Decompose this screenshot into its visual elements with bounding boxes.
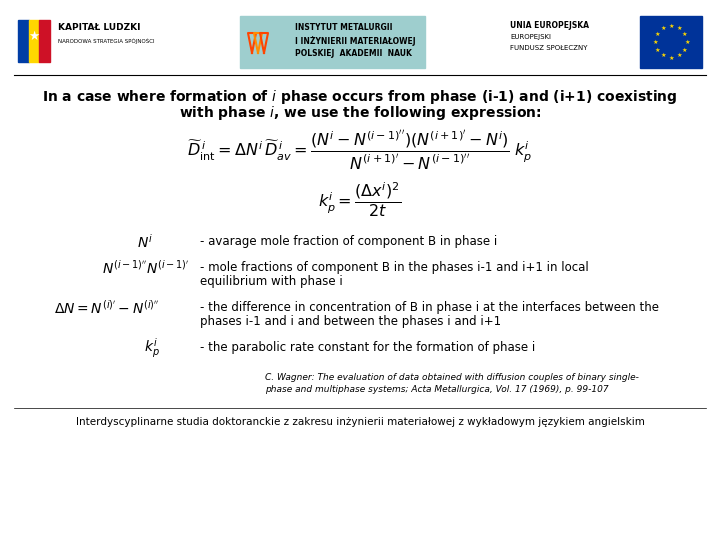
Text: - mole fractions of component B in the phases i-1 and i+1 in local: - mole fractions of component B in the p… <box>200 261 589 274</box>
Text: ★: ★ <box>652 39 658 44</box>
Text: - the parabolic rate constant for the formation of phase i: - the parabolic rate constant for the fo… <box>200 341 535 354</box>
Text: I INŻYNIERII MATERIAŁOWEJ: I INŻYNIERII MATERIAŁOWEJ <box>295 36 415 46</box>
Text: ★: ★ <box>654 48 660 52</box>
Text: NARODOWA STRATEGIA SPÓJNOŚCI: NARODOWA STRATEGIA SPÓJNOŚCI <box>58 38 155 44</box>
Text: phase and multiphase systems; Acta Metallurgica, Vol. 17 (1969), p. 99-107: phase and multiphase systems; Acta Metal… <box>265 384 608 394</box>
Text: $N^{(i-1)^{\prime\prime}}$: $N^{(i-1)^{\prime\prime}}$ <box>102 259 148 277</box>
Text: KAPITAŁ LUDZKI: KAPITAŁ LUDZKI <box>58 24 140 32</box>
Text: $k^{i}_{p}$: $k^{i}_{p}$ <box>144 336 160 360</box>
Text: ★: ★ <box>660 53 666 58</box>
Text: - avarage mole fraction of component B in phase i: - avarage mole fraction of component B i… <box>200 235 498 248</box>
Text: FUNDUSZ SPOŁECZNY: FUNDUSZ SPOŁECZNY <box>510 45 588 51</box>
Text: phases i-1 and i and between the phases i and i+1: phases i-1 and i and between the phases … <box>200 315 501 328</box>
Text: ★: ★ <box>682 48 688 52</box>
Text: INSTYTUT METALURGII: INSTYTUT METALURGII <box>295 24 392 32</box>
Text: $\Delta N = N^{(i)^{\prime}} - N^{(i)^{\prime\prime}}$: $\Delta N = N^{(i)^{\prime}} - N^{(i)^{\… <box>54 299 160 317</box>
Text: ★: ★ <box>676 25 682 31</box>
Text: ★: ★ <box>684 39 690 44</box>
Bar <box>40 20 50 62</box>
Text: POLSKIEJ  AKADEMII  NAUK: POLSKIEJ AKADEMII NAUK <box>295 50 412 58</box>
Text: $N^{(i-1)^{\prime}}$: $N^{(i-1)^{\prime}}$ <box>146 259 190 277</box>
Text: with phase $i$, we use the following expression:: with phase $i$, we use the following exp… <box>179 104 541 122</box>
Bar <box>640 16 702 68</box>
Bar <box>240 16 425 68</box>
Text: ★: ★ <box>28 30 40 43</box>
Text: In a case where formation of $i$ phase occurs from phase (i-1) and (i+1) coexist: In a case where formation of $i$ phase o… <box>42 88 678 106</box>
Text: ★: ★ <box>668 24 674 29</box>
Text: ★: ★ <box>660 25 666 31</box>
Text: ★: ★ <box>682 31 688 37</box>
Text: equilibrium with phase i: equilibrium with phase i <box>200 275 343 288</box>
Text: ★: ★ <box>654 31 660 37</box>
Bar <box>18 20 29 62</box>
Text: C. Wagner: The evaluation of data obtained with diffusion couples of binary sing: C. Wagner: The evaluation of data obtain… <box>265 373 639 381</box>
Text: EUROPEJSKI: EUROPEJSKI <box>510 34 551 40</box>
Text: $N^{i}$: $N^{i}$ <box>137 233 153 251</box>
Text: ★: ★ <box>668 56 674 60</box>
Text: ★: ★ <box>676 53 682 58</box>
Text: $k^{i}_{p} = \dfrac{(\Delta x^{i})^{2}}{2t}$: $k^{i}_{p} = \dfrac{(\Delta x^{i})^{2}}{… <box>318 181 402 219</box>
Bar <box>29 20 40 62</box>
Text: UNIA EUROPEJSKA: UNIA EUROPEJSKA <box>510 22 589 30</box>
Text: $\widetilde{D}^{\,i}_{\mathrm{int}} = \Delta N^{i}\,\widetilde{D}^{\,i}_{av} = \: $\widetilde{D}^{\,i}_{\mathrm{int}} = \D… <box>187 129 533 172</box>
Text: - the difference in concentration of B in phase i at the interfaces between the: - the difference in concentration of B i… <box>200 301 659 314</box>
Text: Interdyscyplinarne studia doktoranckie z zakresu inżynierii materiałowej z wykła: Interdyscyplinarne studia doktoranckie z… <box>76 417 644 427</box>
